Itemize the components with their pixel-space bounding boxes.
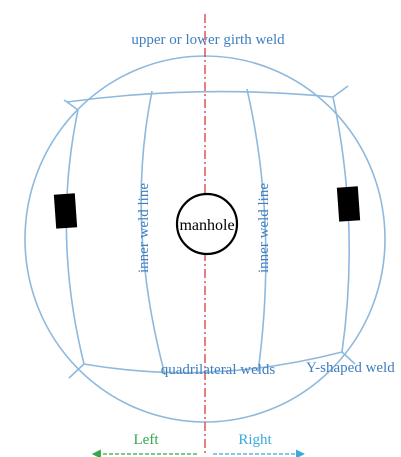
upper-girth-weld [66,90,334,103]
y-shaped-weld-label: Y-shaped weld [306,360,395,376]
left-side-weld [65,109,85,365]
inner-weld-right-label: inner weld line [256,183,272,273]
y-weld-upper-right [332,85,349,98]
lower-girth-weld [83,351,343,374]
inner-weld-line-right [246,88,267,373]
left-direction-label: Left [134,432,160,448]
inner-weld-line-left [140,90,166,376]
manhole-label: manhole [179,217,234,234]
quadrilateral-welds-label: quadrilateral welds [161,362,276,378]
y-weld-lower-right [341,351,356,365]
y-weld-lower-left [68,363,85,379]
y-weld-upper-left [63,99,79,111]
right-side-weld [332,96,350,353]
right-direction-label: Right [238,432,272,448]
right-support-pad [336,186,361,222]
girth-weld-label: upper or lower girth weld [131,32,285,48]
manhole-circle [175,192,239,256]
inner-weld-left-label: inner weld line [136,183,152,273]
left-support-pad [53,193,78,229]
